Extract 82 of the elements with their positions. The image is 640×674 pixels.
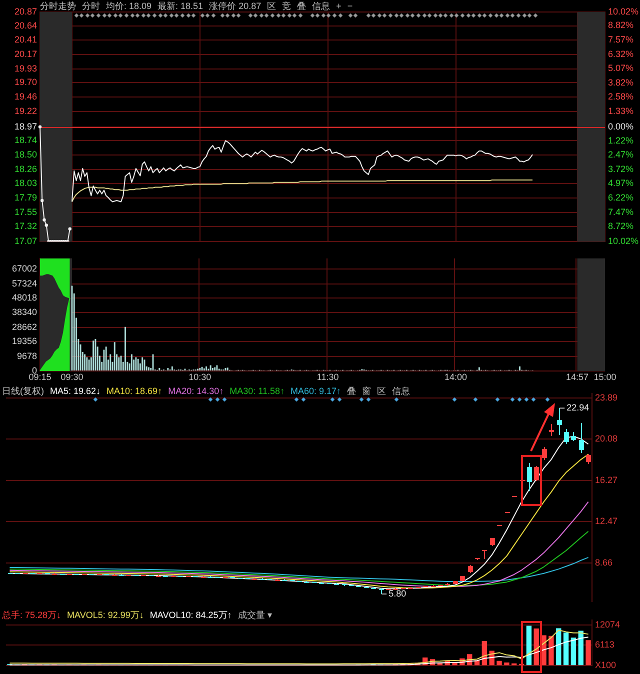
text: − xyxy=(347,1,353,11)
y2-tick-label: 5.07% xyxy=(608,63,634,74)
y2-tick-label: 1.33% xyxy=(608,106,634,116)
y2-tick-label: 10.02% xyxy=(608,6,639,16)
text: 均价: 18.09 xyxy=(106,1,152,11)
text: MA30: 11.58↑ xyxy=(230,386,284,396)
x-tick-label: 10:30 xyxy=(188,372,212,382)
y2-tick-label: 6.32% xyxy=(608,48,634,59)
y-tick-label: 6113 xyxy=(595,639,614,650)
y2-tick-label: 2.58% xyxy=(608,92,634,102)
y-tick-label: 17.79 xyxy=(14,192,37,203)
text: MA20: 14.30↑ xyxy=(168,386,224,396)
x-tick-label: 14:00 xyxy=(444,372,468,382)
y2-tick-label: 7.47% xyxy=(608,206,634,217)
y-tick-label: 17.32 xyxy=(14,220,37,231)
text: 总手: 75.28万↓ xyxy=(2,610,62,620)
y-tick-label: 9678 xyxy=(16,350,37,361)
y-tick-label: 8.66 xyxy=(595,557,613,568)
text: 最新: 18.51 xyxy=(158,1,204,11)
text: 竞 xyxy=(282,1,292,11)
y-tick-label: 17.07 xyxy=(14,236,37,246)
y-tick-label: 17.55 xyxy=(14,207,37,218)
y-tick-label: 28662 xyxy=(12,322,37,332)
y-tick-label: 19.22 xyxy=(14,106,37,116)
text: 叠 xyxy=(297,1,306,11)
y-tick-label: 20.08 xyxy=(595,434,618,444)
y-tick-label: 18.74 xyxy=(14,135,37,146)
y-tick-label: 20.64 xyxy=(14,20,37,30)
y2-tick-label: 0.00% xyxy=(608,121,634,132)
y-tick-label: 19.70 xyxy=(14,77,37,88)
text: MAVOL5: 92.99万↓ xyxy=(67,610,144,620)
y2-tick-label: 3.72% xyxy=(608,164,634,174)
y2-tick-label: 2.47% xyxy=(608,150,634,160)
x-tick-label: 15:00 xyxy=(594,372,616,382)
y2-tick-label: 7.57% xyxy=(608,34,634,45)
chart-title: 日线(复权) xyxy=(2,386,44,396)
text: 成交量 ▾ xyxy=(238,610,272,620)
y-tick-label: 38340 xyxy=(12,307,37,318)
y2-tick-label: 3.82% xyxy=(608,78,634,88)
y2-tick-label: 1.22% xyxy=(608,135,634,146)
y-tick-label: 20.41 xyxy=(14,34,37,44)
y-tick-label: 57324 xyxy=(12,278,37,288)
text: MA60: 9.17↑ xyxy=(290,386,342,396)
annotation: 区 xyxy=(377,386,386,396)
y-tick-label: 48018 xyxy=(12,292,37,302)
y-tick-label: 19.93 xyxy=(14,63,37,74)
x-tick-label: 11:30 xyxy=(316,372,339,382)
y-tick-label: 18.26 xyxy=(14,164,37,174)
text: MA5: 19.62↓ xyxy=(50,386,101,396)
y-tick-label: 23.89 xyxy=(595,392,618,402)
annotation: 窗 xyxy=(362,386,372,396)
y-tick-label: 18.03 xyxy=(14,178,37,188)
y2-tick-label: 4.97% xyxy=(608,178,634,188)
x-tick-label: 09:30 xyxy=(60,372,84,382)
y2-tick-label: 8.82% xyxy=(608,20,634,30)
annotation: 信息 xyxy=(392,386,410,396)
text: 信息 xyxy=(312,1,330,11)
text: 区 xyxy=(267,1,276,11)
y-tick-label: 12074 xyxy=(595,619,620,630)
y-tick-label: 67002 xyxy=(12,264,37,274)
y-tick-label: 18.50 xyxy=(14,150,37,160)
y-tick-label: 20.17 xyxy=(14,48,37,59)
text: + xyxy=(336,1,342,11)
y2-tick-label: 10.02% xyxy=(608,236,639,246)
y-tick-label: X100 xyxy=(595,660,616,670)
y-tick-label: 20.87 xyxy=(14,6,37,16)
x-tick-label: 14:57 xyxy=(566,372,589,382)
text: MAVOL10: 84.25万↑ xyxy=(150,610,232,620)
y-tick-label: 19.46 xyxy=(14,92,37,102)
y-tick-label: 18.97 xyxy=(14,121,37,132)
annotation: 5.80 xyxy=(388,588,406,598)
text: MA10: 18.69↑ xyxy=(106,386,162,396)
y-tick-label: 12.47 xyxy=(595,516,618,526)
y-tick-label: 16.27 xyxy=(595,474,618,485)
text: 涨停价 20.87 xyxy=(209,1,262,11)
annotation: 叠 xyxy=(347,386,356,396)
y2-tick-label: 6.22% xyxy=(608,192,634,203)
chart-title: 分时走势 xyxy=(40,1,76,11)
annotation: 22.94 xyxy=(566,402,590,413)
text: 分时 xyxy=(82,1,100,11)
y-tick-label: 19356 xyxy=(12,336,37,346)
y2-tick-label: 8.72% xyxy=(608,221,634,232)
